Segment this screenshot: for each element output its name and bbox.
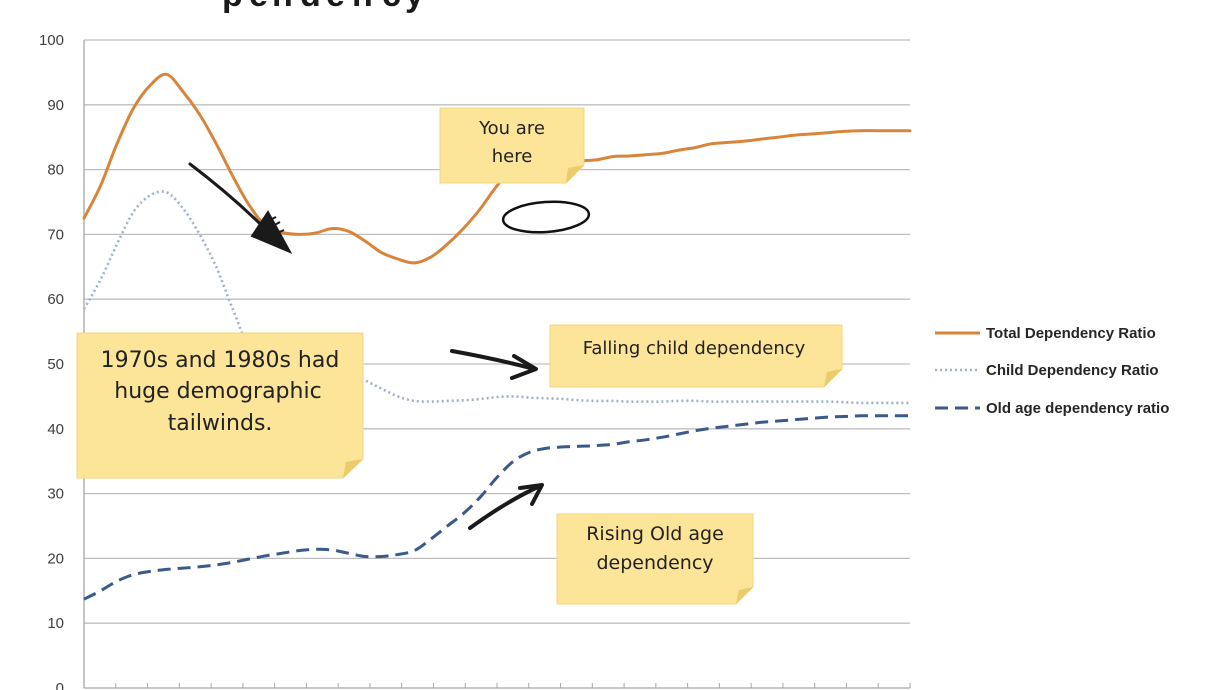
y-tick-label: 80 [47, 162, 64, 179]
svg-text:c: c [382, 0, 401, 14]
legend: Total Dependency Ratio Child Dependency R… [935, 325, 1169, 417]
legend-label: Child Dependency Ratio [986, 362, 1159, 379]
arrow-head-scribble-icon [250, 210, 293, 255]
legend-label: Old age dependency ratio [986, 400, 1169, 417]
note-text-line: Rising Old age [586, 523, 724, 545]
svg-text:e: e [249, 0, 268, 14]
y-tick-label: 100 [39, 32, 64, 49]
arrow-right-icon [450, 349, 536, 371]
series-line [82, 72, 912, 265]
y-tick-label: 0 [56, 680, 64, 690]
note-1970s-tailwinds: 1970s and 1980s had huge demographic tai… [76, 332, 364, 479]
legend-label: Total Dependency Ratio [986, 325, 1156, 342]
svg-text:n: n [272, 0, 293, 14]
y-tick-label: 30 [47, 486, 64, 503]
series-line [82, 190, 911, 405]
arrow-up-right-icon [468, 484, 542, 530]
svg-text:d: d [300, 0, 321, 14]
note-text-line: Falling child dependency [583, 338, 806, 359]
series-lines [82, 72, 912, 601]
y-tick-label: 40 [47, 421, 64, 438]
svg-text:p: p [222, 0, 243, 14]
note-text-line: tailwinds. [168, 411, 273, 436]
note-text-line: dependency [596, 552, 713, 574]
y-tick-label: 60 [47, 291, 64, 308]
note-rising-old-age-dependency: Rising Old age dependency [556, 513, 754, 605]
y-tick-label: 10 [47, 615, 64, 632]
note-text-line: 1970s and 1980s had [101, 348, 340, 373]
note-falling-child-dependency: Falling child dependency [549, 324, 843, 388]
arrow-head-icon [510, 354, 538, 380]
svg-text:n: n [352, 0, 373, 14]
note-text-line: huge demographic [114, 379, 321, 404]
y-tick-label: 70 [47, 226, 64, 243]
y-tick-label: 90 [47, 97, 64, 114]
svg-text:e: e [326, 0, 345, 14]
note-you-are-here: You are here [439, 107, 585, 184]
note-text-line: You are [478, 118, 545, 139]
y-axis-tick-labels: 0 10 20 30 40 50 60 70 80 90 100 [39, 32, 64, 690]
ink-annotations [188, 162, 591, 530]
y-tick-label: 50 [47, 356, 64, 373]
svg-text:y: y [405, 0, 424, 14]
cropped-title-fragment: p e n d e n c y [222, 0, 424, 14]
note-text-line: here [492, 146, 533, 167]
arrow-head-icon [518, 483, 544, 506]
y-tick-label: 20 [47, 550, 64, 567]
series-line [83, 414, 910, 601]
you-are-here-circle [501, 200, 591, 234]
